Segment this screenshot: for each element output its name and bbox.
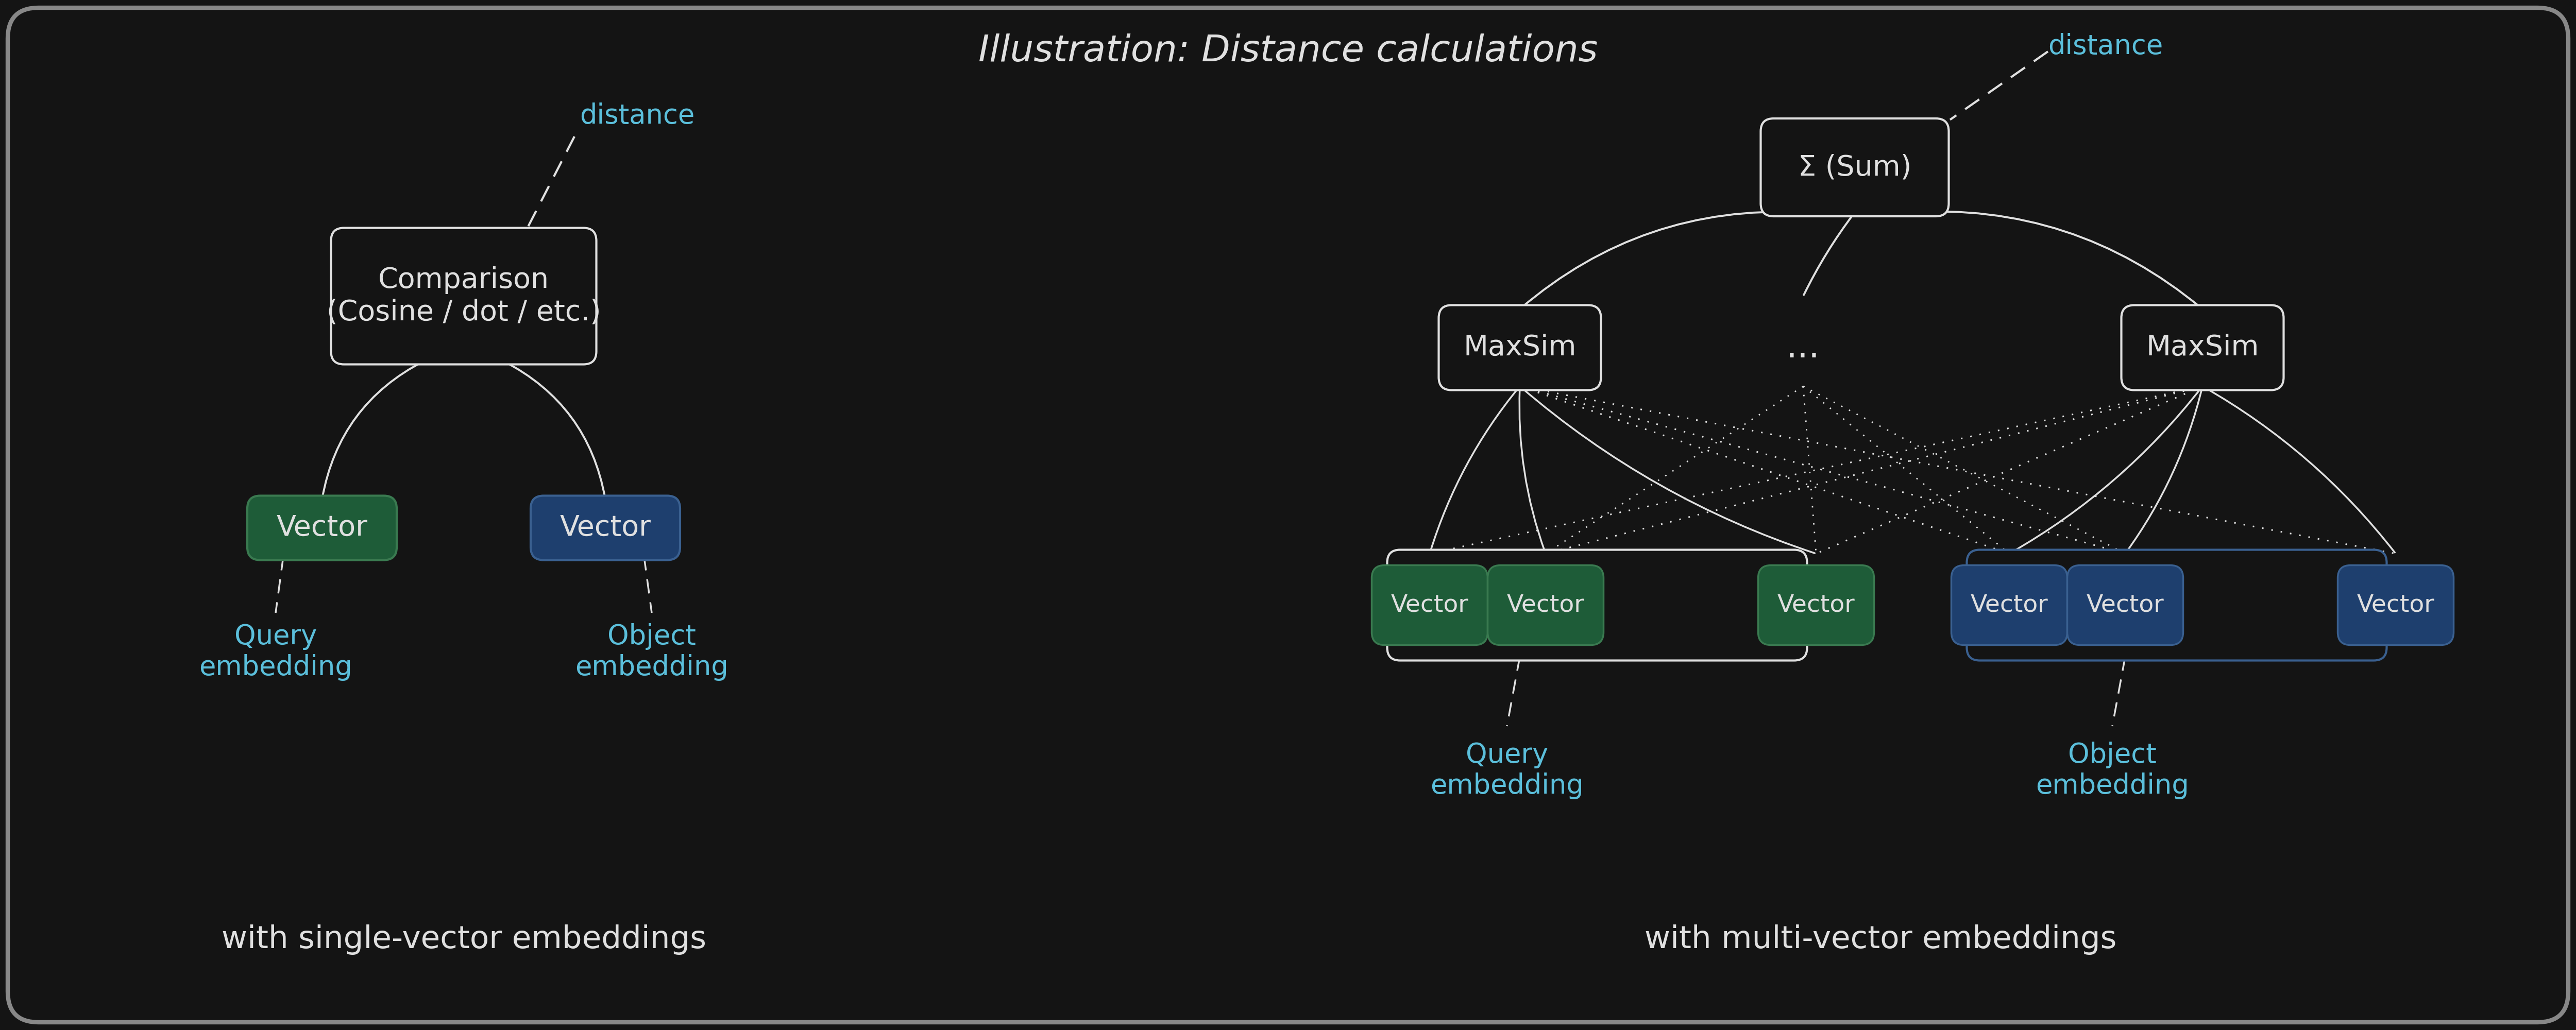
Text: Object
embedding: Object embedding	[2035, 742, 2190, 799]
Text: Vector: Vector	[1391, 593, 1468, 617]
Text: with multi-vector embeddings: with multi-vector embeddings	[1643, 925, 2117, 955]
FancyBboxPatch shape	[2123, 305, 2285, 390]
Text: Object
embedding: Object embedding	[574, 623, 729, 681]
Text: Σ (Sum): Σ (Sum)	[1798, 153, 1911, 181]
FancyBboxPatch shape	[1489, 565, 1602, 645]
Text: Vector: Vector	[2357, 593, 2434, 617]
Text: ...: ...	[1659, 590, 1690, 620]
FancyBboxPatch shape	[1968, 550, 2385, 660]
Text: distance: distance	[2048, 33, 2164, 60]
FancyBboxPatch shape	[1437, 305, 1602, 390]
FancyBboxPatch shape	[531, 495, 680, 560]
Text: Vector: Vector	[559, 514, 652, 542]
Text: Query
embedding: Query embedding	[198, 623, 353, 681]
Text: distance: distance	[580, 103, 696, 129]
Text: MaxSim: MaxSim	[2146, 334, 2259, 362]
Text: Illustration: Distance calculations: Illustration: Distance calculations	[979, 34, 1597, 69]
Text: Vector: Vector	[1777, 593, 1855, 617]
FancyBboxPatch shape	[2339, 565, 2452, 645]
FancyBboxPatch shape	[1370, 565, 1489, 645]
FancyBboxPatch shape	[2066, 565, 2184, 645]
Text: Vector: Vector	[2087, 593, 2164, 617]
Text: MaxSim: MaxSim	[1463, 334, 1577, 362]
Text: ...: ...	[1785, 331, 1821, 365]
FancyBboxPatch shape	[1953, 565, 2066, 645]
FancyBboxPatch shape	[330, 228, 598, 365]
FancyBboxPatch shape	[1386, 550, 1808, 660]
Text: with single-vector embeddings: with single-vector embeddings	[222, 925, 706, 955]
Text: ...: ...	[2239, 590, 2269, 620]
Text: Comparison
(Cosine / dot / etc.): Comparison (Cosine / dot / etc.)	[327, 266, 600, 327]
FancyBboxPatch shape	[1762, 118, 1947, 216]
FancyBboxPatch shape	[1757, 565, 1875, 645]
Text: Vector: Vector	[1971, 593, 2048, 617]
Text: Vector: Vector	[1507, 593, 1584, 617]
Text: Query
embedding: Query embedding	[1430, 742, 1584, 799]
Text: Vector: Vector	[276, 514, 368, 542]
FancyBboxPatch shape	[8, 8, 2568, 1022]
FancyBboxPatch shape	[247, 495, 397, 560]
